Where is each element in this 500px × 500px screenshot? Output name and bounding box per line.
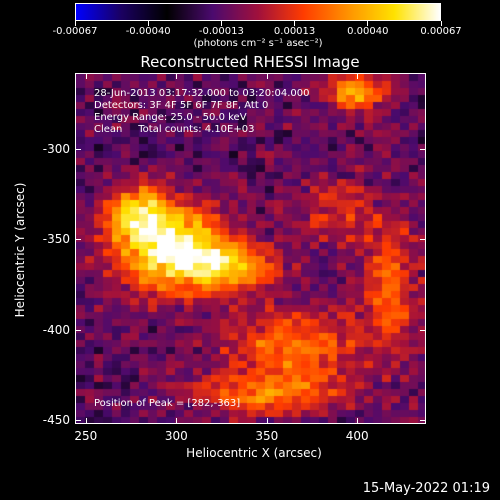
- colorbar-tick-label: 0.00067: [420, 26, 462, 37]
- info-line-time: 28-Jun-2013 03:17:32.000 to 03:20:04.000: [94, 88, 310, 99]
- colorbar-tick: [147, 21, 149, 26]
- date-stamp: 15-May-2022 01:19: [362, 481, 490, 496]
- y-axis-tick-label: -350: [42, 232, 70, 247]
- x-axis-title: Heliocentric X (arcsec): [186, 446, 322, 460]
- y-axis-title: Heliocentric Y (arcsec): [13, 182, 27, 318]
- info-line-clean: Clean Total counts: 4.10E+03: [94, 124, 255, 135]
- peak-position-text: Position of Peak = [282,-363]: [94, 398, 241, 409]
- colorbar-unit-label: (photons cm⁻² s⁻¹ asec⁻²): [193, 38, 323, 49]
- colorbar-tick: [220, 21, 222, 26]
- colorbar-tick-label: -0.00013: [198, 26, 244, 37]
- y-axis-tick: [420, 329, 426, 331]
- rhessi-heatmap: [76, 74, 425, 423]
- y-axis-tick: [75, 420, 81, 422]
- y-axis-tick: [420, 239, 426, 241]
- colorbar-tick-label: 0.00013: [273, 26, 316, 37]
- y-axis-tick-label: -300: [42, 141, 70, 156]
- colorbar-tick: [367, 21, 369, 26]
- x-axis-tick: [357, 418, 359, 424]
- x-axis-tick: [176, 418, 178, 424]
- y-axis-tick: [75, 329, 81, 331]
- x-axis-tick: [85, 418, 87, 424]
- colorbar-tick-label: -0.00040: [125, 26, 171, 37]
- x-axis-tick: [176, 73, 178, 79]
- x-axis-tick-label: 350: [255, 429, 279, 443]
- x-axis-tick: [85, 73, 87, 79]
- x-axis-tick: [266, 418, 268, 424]
- y-axis-tick: [75, 148, 81, 150]
- colorbar: [75, 3, 441, 21]
- y-axis-tick-label: -400: [42, 322, 70, 337]
- colorbar-tick-label: -0.00067: [52, 26, 98, 37]
- colorbar-tick: [294, 21, 296, 26]
- x-axis-tick: [266, 73, 268, 79]
- y-axis-tick: [420, 420, 426, 422]
- image-plot-area: 28-Jun-2013 03:17:32.000 to 03:20:04.000…: [75, 73, 426, 424]
- colorbar-tick: [440, 21, 442, 26]
- image-title: Reconstructed RHESSI Image: [140, 53, 360, 71]
- y-axis-tick: [420, 148, 426, 150]
- x-axis-tick-label: 400: [345, 429, 369, 443]
- colorbar-tick-label: 0.00040: [347, 26, 389, 37]
- info-line-energy: Energy Range: 25.0 - 50.0 keV: [94, 112, 247, 123]
- info-line-detectors: Detectors: 3F 4F 5F 6F 7F 8F, Att 0: [94, 100, 269, 111]
- x-axis-tick-label: 300: [164, 429, 188, 443]
- x-axis-tick: [357, 73, 359, 79]
- x-axis-tick-label: 250: [74, 429, 98, 443]
- y-axis-tick-label: -450: [42, 413, 70, 428]
- y-axis-tick: [75, 239, 81, 241]
- colorbar-tick: [74, 21, 76, 26]
